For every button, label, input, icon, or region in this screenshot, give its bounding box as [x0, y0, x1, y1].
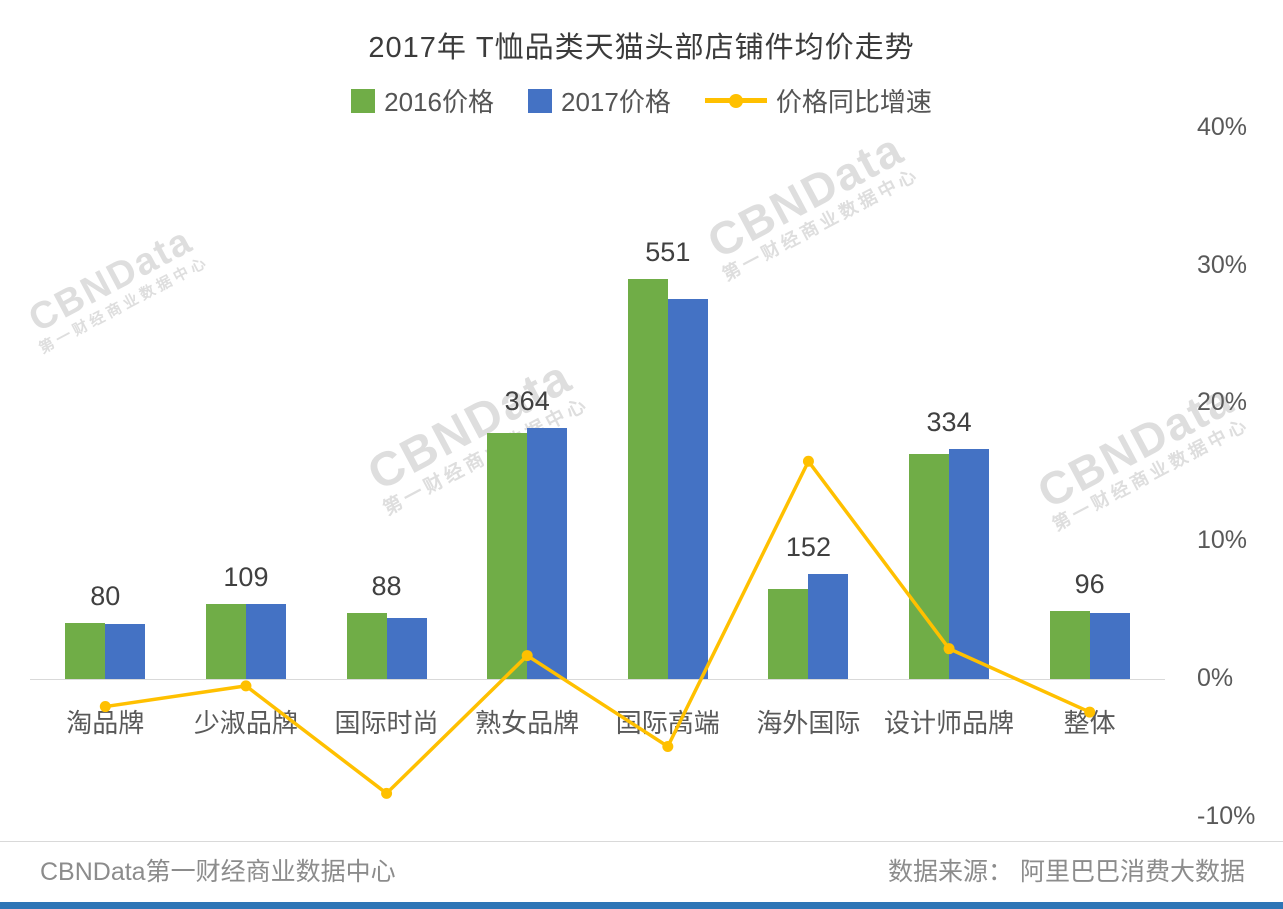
legend-item-growth: 价格同比增速 — [704, 82, 932, 119]
category-label: 整体 — [1063, 708, 1116, 738]
right-axis-tick: 10% — [1197, 526, 1248, 555]
legend-label-2016: 2016价格 — [384, 87, 494, 117]
growth-point — [240, 680, 252, 692]
bar-2017 — [245, 603, 286, 679]
bar-2016 — [627, 279, 668, 679]
right-axis-tick: 0% — [1197, 664, 1234, 692]
bar-2017 — [667, 299, 708, 679]
growth-point — [381, 787, 393, 799]
bar-2017 — [808, 574, 849, 679]
footer-divider — [0, 841, 1283, 842]
bar-2016 — [768, 588, 809, 679]
bar-2016 — [909, 453, 950, 679]
right-axis-tick: 40% — [1197, 112, 1248, 141]
bar-2017 — [527, 428, 568, 679]
right-axis-tick: -10% — [1197, 801, 1256, 830]
bar-2016 — [487, 433, 528, 679]
bar-2017 — [949, 448, 990, 679]
bar-value-label: 88 — [371, 570, 402, 601]
legend-item-2016: 2016价格 — [351, 82, 494, 119]
growth-point — [802, 455, 814, 467]
legend-line-swatch-growth — [704, 93, 767, 108]
legend-line-dot — [728, 93, 743, 108]
bar-value-label: 80 — [90, 580, 121, 611]
bar-2017 — [386, 618, 427, 679]
chart-title: 2017年 T恤品类天猫头部店铺件均价走势 — [368, 32, 915, 64]
bar-value-label: 96 — [1074, 569, 1105, 600]
footer-brand-text: CBNData第一财经商业数据中心 — [40, 858, 396, 886]
bar-2016 — [205, 603, 246, 679]
footer-source-text: 数据来源： 阿里巴巴消费大数据 — [888, 858, 1245, 886]
x-axis-line — [30, 679, 1165, 680]
bar-value-label: 334 — [926, 406, 972, 437]
bar-2016 — [1049, 611, 1090, 679]
legend-item-2017: 2017价格 — [527, 82, 671, 119]
bar-value-label: 551 — [645, 237, 691, 268]
bar-value-label: 109 — [223, 561, 269, 592]
legend-label-2017: 2017价格 — [560, 87, 671, 117]
bar-2017 — [1089, 612, 1130, 679]
legend-swatch-2016 — [351, 88, 376, 113]
bar-2016 — [346, 612, 387, 679]
bar-value-label: 152 — [785, 532, 831, 563]
legend: 2016价格 2017价格 价格同比增速 — [0, 82, 1283, 119]
right-axis-tick: 30% — [1197, 250, 1248, 279]
growth-point — [662, 741, 674, 753]
bar-value-label: 364 — [504, 386, 550, 417]
legend-swatch-2017 — [527, 88, 552, 113]
footer-accent-strip — [0, 902, 1283, 909]
bar-2016 — [65, 622, 106, 679]
right-axis-tick: 20% — [1197, 388, 1248, 417]
bar-2017 — [105, 623, 146, 679]
legend-label-growth: 价格同比增速 — [775, 87, 932, 117]
